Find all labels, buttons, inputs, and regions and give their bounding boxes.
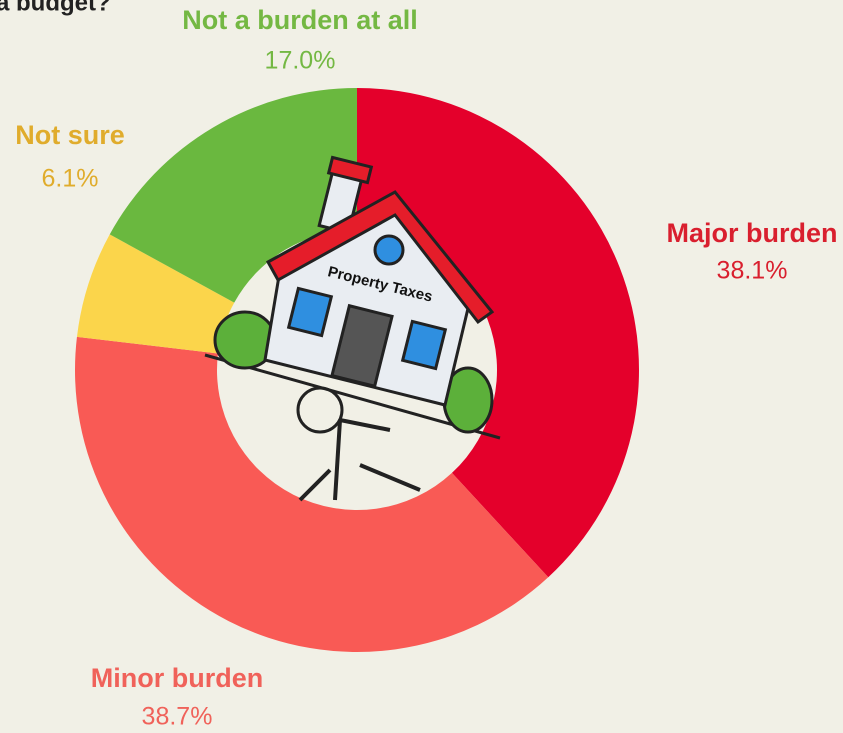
donut-slice <box>357 88 639 578</box>
donut-slice <box>74 336 549 652</box>
slice-label: Minor burden <box>91 663 263 693</box>
slice-label: Major burden <box>666 218 837 248</box>
slice-value: 38.7% <box>142 703 213 731</box>
slice-label: Not sure <box>15 120 125 150</box>
donut <box>74 87 639 652</box>
donut-slice <box>76 234 235 354</box>
slice-label: Not a burden at all <box>182 5 418 35</box>
slice-value: 38.1% <box>717 257 788 285</box>
donut-slice <box>109 87 358 303</box>
house-illustration: Property Taxes <box>204 155 501 502</box>
chart-title: a budget? <box>0 0 111 16</box>
slice-value: 6.1% <box>42 165 99 193</box>
slice-value: 17.0% <box>265 47 336 75</box>
